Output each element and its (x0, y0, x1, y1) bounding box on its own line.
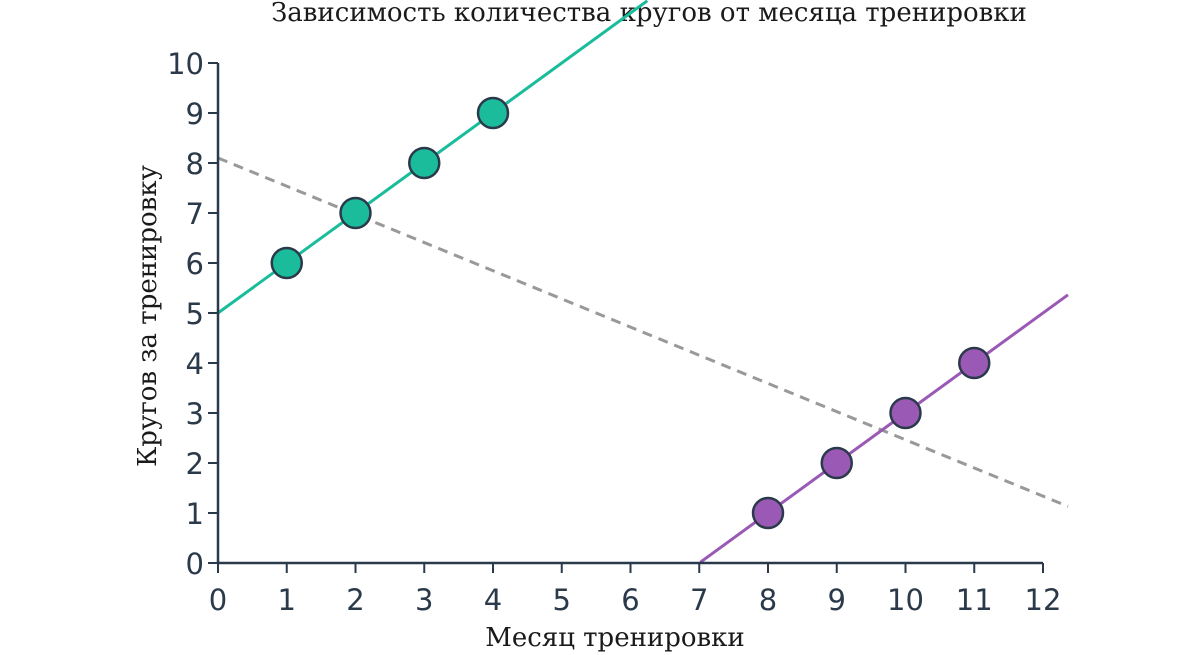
series-1-point (408, 146, 441, 180)
x-tick-label: 1 (278, 583, 296, 617)
x-tick-label: 9 (828, 583, 846, 617)
x-tick-label: 2 (346, 583, 364, 617)
y-tick-label: 1 (186, 497, 204, 531)
x-tick-label: 11 (956, 583, 993, 617)
y-axis-label: Кругов за тренировку (133, 165, 163, 467)
series-1-point (339, 196, 372, 230)
y-tick-label: 3 (186, 397, 204, 431)
series-2-point (889, 396, 922, 430)
y-tick-label: 5 (186, 297, 204, 331)
series-2-point (820, 446, 853, 480)
y-tick-label: 0 (186, 547, 204, 581)
x-tick-label: 3 (415, 583, 433, 617)
data-points (270, 96, 991, 530)
series-1-point (476, 96, 510, 130)
y-tick-label: 2 (186, 447, 204, 481)
plot-lines (217, 0, 1069, 564)
y-tick-label: 10 (167, 47, 204, 81)
x-tick-label: 5 (553, 583, 571, 617)
series-1-point (270, 246, 303, 280)
y-tick-label: 6 (186, 247, 204, 281)
y-tick-label: 7 (186, 197, 204, 231)
x-tick-label: 10 (887, 583, 924, 617)
x-axis-label: Месяц тренировки (485, 623, 745, 653)
series-2-point (751, 496, 785, 530)
y-tick-label: 8 (186, 147, 204, 181)
y-tick-label: 4 (186, 347, 204, 381)
series-2-point (958, 346, 991, 380)
x-tick-label: 12 (1025, 583, 1062, 617)
x-tick-label: 4 (484, 583, 502, 617)
x-tick-label: 8 (759, 583, 777, 617)
x-tick-label: 7 (690, 583, 708, 617)
x-tick-label: 0 (209, 583, 227, 617)
y-tick-label: 9 (186, 97, 204, 131)
x-tick-label: 6 (621, 583, 639, 617)
chart-title: Зависимость количества кругов от месяца … (271, 0, 1027, 28)
